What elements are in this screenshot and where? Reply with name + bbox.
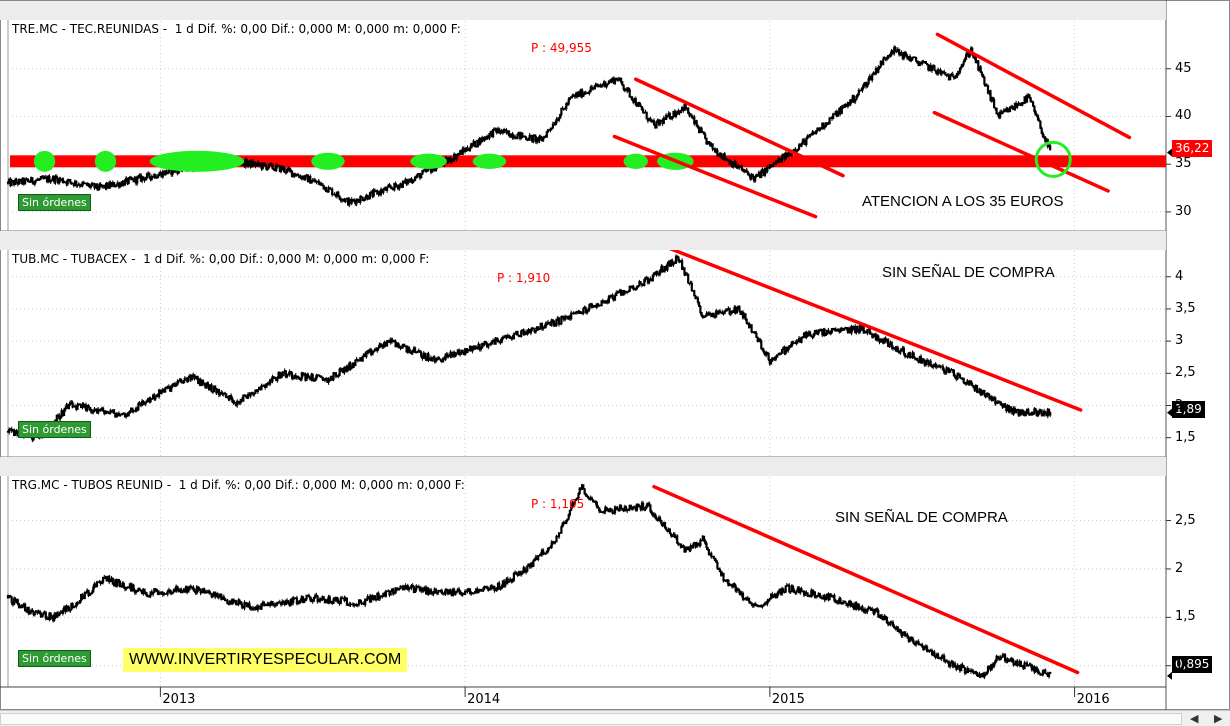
panel-2-ytick-label: 2,5 [1175, 365, 1196, 381]
panel-3-ytick-label: 1,5 [1175, 609, 1196, 625]
panel-1-ytick-label: 35 [1175, 156, 1192, 172]
panel-1-ytick-label: 30 [1175, 203, 1192, 219]
panel-3-symbol: TRG.MC - TUBOS REUNID - 1 d Dif. %: 0,00… [12, 478, 465, 492]
scroll-left-icon[interactable]: ◀ [1190, 712, 1199, 725]
panel-3-last-value-pointer [1167, 671, 1172, 680]
x-tick-label: 2016 [1076, 692, 1110, 707]
panel-1-touch-marker [623, 153, 648, 169]
panel-2-ytick-label: 3,5 [1175, 300, 1196, 316]
panel-3-header: TRG.MC - TUBOS REUNID - 1 d Dif. %: 0,00… [0, 457, 1166, 511]
panel-1-last-value: 36,22 [1172, 140, 1213, 157]
scrollbar-thumb[interactable] [0, 713, 1182, 725]
panel-1-touch-marker [410, 153, 447, 169]
panel-1-ytick-label: 45 [1175, 60, 1192, 76]
panel-2-annotation: SIN SEÑAL DE COMPRA [882, 264, 1055, 281]
panel-3-orders-badge[interactable]: Sin órdenes [18, 650, 91, 667]
panel-1-price: P : 49,955 [531, 41, 592, 55]
panel-2-symbol: TUB.MC - TUBACEX - 1 d Dif. %: 0,00 Dif.… [12, 252, 430, 266]
panel-1-touch-marker [472, 153, 507, 169]
panel-1-touch-marker [33, 150, 56, 172]
panel-1-highlight-circle [1034, 140, 1072, 178]
panel-3-ytick-label: 2,5 [1175, 512, 1196, 528]
panel-1-symbol: TRE.MC - TEC.REUNIDAS - 1 d Dif. %: 0,00… [12, 22, 461, 36]
panel-1-support-band [10, 155, 1166, 168]
window-frame [0, 0, 1230, 710]
panel-1-trendline [932, 110, 1110, 193]
panel-2-orders-badge[interactable]: Sin órdenes [18, 421, 91, 438]
panel-1-touch-marker [311, 152, 345, 170]
x-tick-label: 2015 [771, 692, 805, 707]
panel-2-price-series [6, 254, 1052, 443]
panel-2-ytick-label: 4 [1175, 268, 1184, 284]
panel-3-ytick-label: 2 [1175, 560, 1184, 576]
panel-1-trendline [634, 77, 845, 178]
panel-1-touch-marker [94, 150, 117, 172]
panel-1-trendline [935, 32, 1132, 140]
panel-2-ytick-label: 3 [1175, 333, 1184, 349]
panel-1-price-series [6, 45, 1052, 208]
panel-1-header: TRE.MC - TEC.REUNIDAS - 1 d Dif. %: 0,00… [0, 1, 1166, 55]
panel-1-annotation: ATENCION A LOS 35 EUROS [862, 193, 1064, 210]
horizontal-scrollbar[interactable]: ◀ ▶ [0, 710, 1230, 726]
panel-1-ytick-label: 40 [1175, 108, 1192, 124]
panel-2-last-value: 1,89 [1172, 401, 1205, 418]
panel-1-orders-badge[interactable]: Sin órdenes [18, 194, 91, 211]
x-tick-label: 2014 [467, 692, 501, 707]
panel-2-header: TUB.MC - TUBACEX - 1 d Dif. %: 0,00 Dif.… [0, 231, 1166, 285]
panel-1-touch-marker [149, 150, 245, 172]
panel-3-trendline [652, 484, 1080, 675]
panel-2-ytick-label: 2 [1175, 397, 1184, 413]
panel-3-price: P : 1,105 [531, 497, 585, 511]
panel-2-ytick-label: 1,5 [1175, 429, 1196, 445]
x-tick-label: 2013 [162, 692, 196, 707]
panel-2-price: P : 1,910 [497, 271, 551, 285]
panel-2-last-value-pointer [1167, 408, 1172, 417]
scroll-right-icon[interactable]: ▶ [1214, 712, 1223, 725]
panel-3-price-series [6, 483, 1052, 680]
panel-3-last-value: 0,895 [1172, 656, 1213, 673]
panel-1-last-value-pointer [1167, 148, 1172, 157]
panel-3-annotation: SIN SEÑAL DE COMPRA [835, 509, 1008, 526]
panel-1-trendline [612, 134, 818, 219]
panel-2-trendline [661, 244, 1083, 412]
panel-3-ytick-label: 1 [1175, 657, 1184, 673]
website-watermark: WWW.INVERTIRYESPECULAR.COM [123, 648, 408, 672]
